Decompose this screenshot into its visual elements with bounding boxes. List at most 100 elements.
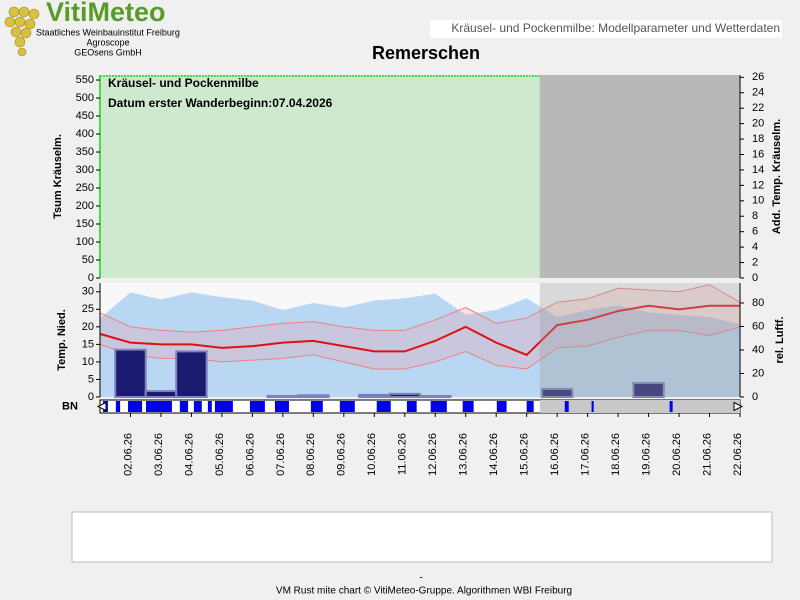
bn-segment <box>249 401 265 412</box>
y-tick-label: 150 <box>76 218 94 230</box>
x-tick-label: 14.06.26 <box>488 433 500 476</box>
y-tick-label: 25 <box>82 303 94 315</box>
x-tick-label: 10.06.26 <box>366 433 378 476</box>
x-tick-label: 20.06.26 <box>671 433 683 476</box>
bn-segment <box>193 401 202 412</box>
y2-axis-label: rel. Luftf. <box>774 316 786 363</box>
x-tick-label: 03.06.26 <box>153 433 165 476</box>
y-tick-label: 15 <box>82 338 94 350</box>
bn-forecast <box>539 400 740 413</box>
scroll-left <box>96 401 107 412</box>
institute: Agroscope <box>86 37 129 47</box>
y-tick-label: 5 <box>88 373 94 385</box>
y2-tick-label: 40 <box>752 344 764 356</box>
humidity-area <box>100 292 740 397</box>
y2-tick-label: 18 <box>752 133 764 145</box>
institute: Staatliches Weinbauinstitut Freiburg <box>36 27 180 37</box>
y-tick-label: 10 <box>82 356 94 368</box>
x-tick-label: 16.06.26 <box>549 433 561 476</box>
x-tick-label: 17.06.26 <box>580 433 592 476</box>
y-tick-label: 550 <box>76 74 94 86</box>
y2-tick-label: 0 <box>752 391 758 403</box>
y2-tick-label: 0 <box>752 272 758 284</box>
x-tick-label: 13.06.26 <box>458 433 470 476</box>
x-tick-label: 05.06.26 <box>214 433 226 476</box>
y2-tick-label: 4 <box>752 241 758 253</box>
bn-segment <box>339 401 355 412</box>
x-tick-label: 11.06.26 <box>397 433 409 475</box>
precip-bar <box>358 393 391 399</box>
y-tick-label: 0 <box>88 272 94 284</box>
precip-bar <box>114 348 147 398</box>
bn-segment <box>496 401 507 412</box>
y-tick-label: 400 <box>76 128 94 140</box>
bn-segment <box>376 401 391 412</box>
scroll-right <box>733 401 744 412</box>
temp-band <box>100 284 740 369</box>
logo-text: VitiMeteo <box>46 0 166 27</box>
bn-segment <box>179 401 189 412</box>
page-title-box <box>430 20 782 38</box>
y2-tick-label: 6 <box>752 226 758 238</box>
x-tick-label: 22.06.26 <box>732 433 744 476</box>
logo-grapes <box>4 6 40 57</box>
bn-segment <box>146 401 172 412</box>
annotation: Kräusel- und Pockenmilbe <box>108 76 259 90</box>
precip-bar <box>297 394 330 399</box>
bn-label: BN <box>62 400 78 412</box>
annotation: Datum erster Wanderbeginn:07.04.2026 <box>108 96 333 110</box>
precip-bar <box>632 381 665 399</box>
y-tick-label: 20 <box>82 321 94 333</box>
plots: 0501001502002503003504004505005500246810… <box>52 71 786 558</box>
bn-segment <box>591 401 594 412</box>
x-tick-label: 02.06.26 <box>122 433 134 476</box>
y-tick-label: 30 <box>82 286 94 298</box>
page-title: Kräusel- und Pockenmilbe: Modellparamete… <box>451 21 780 35</box>
y-tick-label: 200 <box>76 200 94 212</box>
y2-axis-label: Add. Temp. Kräuselm. <box>771 119 783 234</box>
bn-segment <box>430 401 447 412</box>
bn-segment <box>310 401 323 412</box>
precip-bar <box>419 394 452 399</box>
precip-bar <box>540 387 574 399</box>
y2-tick-label: 20 <box>752 118 764 130</box>
y2-tick-label: 60 <box>752 320 764 332</box>
y-tick-label: 50 <box>82 254 94 266</box>
bn-segment <box>115 401 121 412</box>
y2-tick-label: 26 <box>752 71 764 83</box>
bn-segment <box>526 401 534 412</box>
footer-dash: - <box>419 573 422 584</box>
y2-tick-label: 2 <box>752 256 758 268</box>
bn-segment <box>207 401 212 412</box>
x-tick-label: 21.06.26 <box>701 433 713 476</box>
y2-tick-label: 8 <box>752 210 758 222</box>
x-tick-label: 19.06.26 <box>640 433 652 476</box>
legend-box <box>71 511 773 563</box>
precip-bar <box>266 394 300 399</box>
forecast-area <box>539 283 740 397</box>
y-axis-label: Tsum Kräuselm. <box>52 134 64 219</box>
y2-tick-label: 24 <box>752 87 764 99</box>
y-tick-label: 300 <box>76 164 94 176</box>
x-tick-label: 12.06.26 <box>427 433 439 476</box>
x-tick-label: 18.06.26 <box>610 433 622 476</box>
x-tick-label: 04.06.26 <box>183 433 195 476</box>
footer-credit: VM Rust mite chart © VitiMeteo-Gruppe. A… <box>276 586 572 597</box>
y-tick-label: 0 <box>88 391 94 403</box>
bn-segment <box>406 401 417 412</box>
bn-segment <box>274 401 289 412</box>
y2-tick-label: 14 <box>752 164 764 176</box>
y-tick-label: 100 <box>76 236 94 248</box>
y2-tick-label: 22 <box>752 102 764 114</box>
x-tick-label: 07.06.26 <box>275 433 287 476</box>
y2-tick-label: 20 <box>752 367 764 379</box>
precip-bar <box>144 390 178 399</box>
chart-title: Remerschen <box>372 43 480 63</box>
y2-tick-label: 12 <box>752 179 764 191</box>
x-tick-label: 15.06.26 <box>519 433 531 476</box>
x-tick-label: 09.06.26 <box>336 433 348 476</box>
y2-tick-label: 16 <box>752 148 764 160</box>
y-tick-label: 450 <box>76 110 94 122</box>
bn-segment <box>462 401 474 412</box>
